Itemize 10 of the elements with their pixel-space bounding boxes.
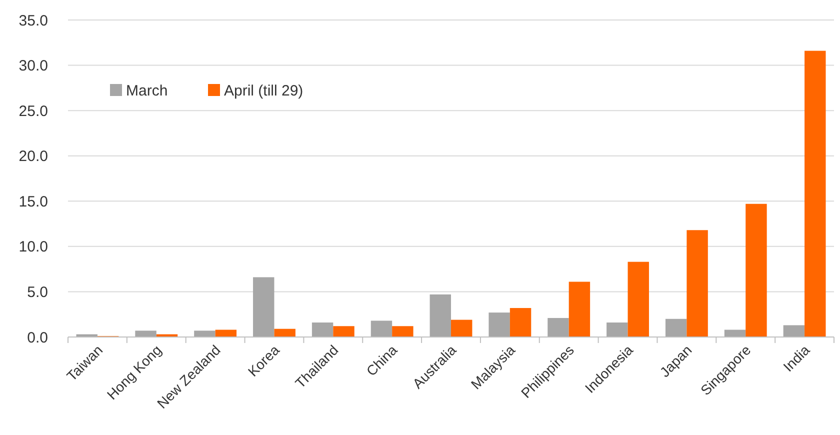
y-tick-label: 15.0 — [18, 193, 48, 210]
y-tick-label: 10.0 — [18, 238, 48, 256]
legend-label: April (till 29) — [224, 82, 304, 100]
legend-label: March — [126, 82, 168, 100]
y-tick-label: 25.0 — [18, 102, 48, 120]
y-tick-label: 20.0 — [18, 148, 48, 166]
y-tick-label: 35.0 — [18, 12, 48, 30]
y-tick-label: 5.0 — [27, 284, 48, 301]
y-tick-label: 30.0 — [18, 58, 48, 75]
y-tick-label: 0.0 — [27, 329, 48, 346]
